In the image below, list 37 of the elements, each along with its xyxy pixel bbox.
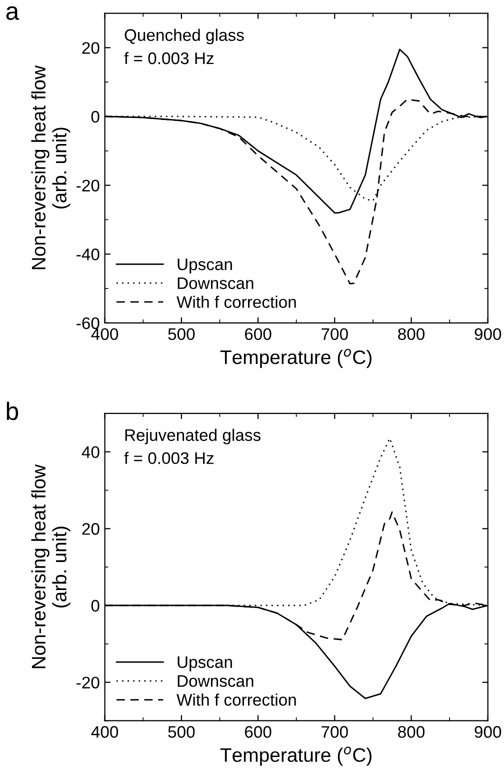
legend-label: With f correction xyxy=(176,296,296,308)
legend-label: Upscan xyxy=(178,656,232,672)
annotation: f = 0.003 Hz xyxy=(124,452,214,464)
y-tick-label: 0 xyxy=(91,600,100,612)
x-tick-label: 700 xyxy=(322,328,348,340)
y-axis-title: Non-reversing heat flow (arb. unit) xyxy=(31,464,70,668)
annotation: Rejuvenated glass xyxy=(125,428,261,444)
x-axis-title: Temperature ($^{o}$C) xyxy=(220,348,372,368)
x-tick-label: 500 xyxy=(168,328,195,340)
x-tick-label: 700 xyxy=(322,726,348,738)
y-tick-label: 20 xyxy=(82,42,100,54)
annotation: f = 0.003 Hz xyxy=(124,52,214,64)
y-tick-label: -20 xyxy=(76,676,100,689)
chart-title: b xyxy=(6,402,18,420)
legend-label: Downscan xyxy=(178,675,254,687)
y-tick-label: -60 xyxy=(76,317,100,330)
y-tick-label: -40 xyxy=(76,248,100,260)
y-tick-label: 20 xyxy=(82,523,100,535)
annotation: Quenched glass xyxy=(124,28,244,44)
x-tick-label: 600 xyxy=(244,328,272,340)
y-axis-title: Non-reversing heat flow (arb. unit) xyxy=(31,65,70,270)
x-tick-label: 400 xyxy=(91,328,118,340)
y-tick-label: 0 xyxy=(91,110,100,123)
x-axis-title: Temperature ($^{o}$C) xyxy=(220,746,372,766)
x-tick-label: 600 xyxy=(244,726,272,738)
x-tick-label: 800 xyxy=(398,726,425,738)
chart-title: a xyxy=(6,6,20,20)
x-tick-label: 900 xyxy=(474,726,502,738)
legend-label: Downscan xyxy=(178,277,254,290)
x-tick-label: 500 xyxy=(168,726,195,738)
y-tick-label: -20 xyxy=(76,180,100,192)
x-tick-label: 800 xyxy=(398,328,425,340)
y-tick-label: 40 xyxy=(82,446,100,458)
x-tick-label: 400 xyxy=(91,726,118,738)
legend-label: Upscan xyxy=(178,258,232,274)
legend-label: With f correction xyxy=(176,694,296,706)
x-tick-label: 900 xyxy=(474,328,502,340)
